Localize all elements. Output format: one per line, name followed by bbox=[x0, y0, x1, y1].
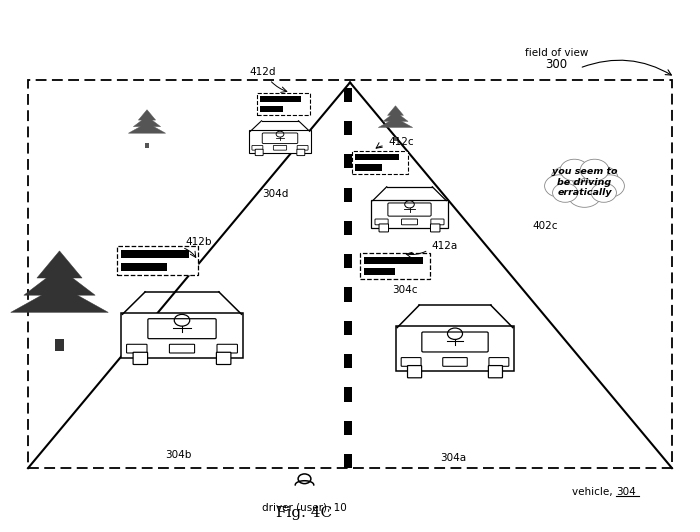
Bar bbox=[344, 88, 352, 102]
Circle shape bbox=[568, 182, 601, 207]
Polygon shape bbox=[388, 106, 403, 115]
Circle shape bbox=[580, 159, 609, 181]
Text: driver (user), 10: driver (user), 10 bbox=[262, 503, 347, 513]
Bar bbox=[355, 164, 382, 171]
Text: 412a: 412a bbox=[432, 242, 458, 251]
Bar bbox=[260, 96, 300, 102]
Polygon shape bbox=[10, 285, 109, 312]
FancyBboxPatch shape bbox=[127, 344, 147, 353]
FancyBboxPatch shape bbox=[256, 149, 263, 156]
Bar bbox=[344, 454, 352, 468]
Polygon shape bbox=[24, 268, 95, 295]
FancyBboxPatch shape bbox=[371, 200, 448, 228]
Bar bbox=[121, 263, 167, 271]
FancyBboxPatch shape bbox=[375, 219, 388, 225]
Bar bbox=[344, 421, 352, 435]
Circle shape bbox=[545, 175, 574, 197]
Text: 304c: 304c bbox=[392, 285, 417, 295]
Bar bbox=[344, 354, 352, 368]
Bar bbox=[260, 105, 283, 112]
Text: 402c: 402c bbox=[532, 221, 557, 231]
Bar bbox=[344, 154, 352, 169]
FancyBboxPatch shape bbox=[430, 219, 444, 225]
FancyBboxPatch shape bbox=[388, 203, 431, 216]
FancyBboxPatch shape bbox=[258, 93, 310, 115]
Bar bbox=[344, 387, 352, 402]
FancyBboxPatch shape bbox=[443, 358, 468, 367]
FancyBboxPatch shape bbox=[297, 149, 304, 156]
FancyBboxPatch shape bbox=[262, 133, 298, 144]
Text: 304b: 304b bbox=[165, 450, 192, 460]
Bar bbox=[344, 221, 352, 235]
FancyBboxPatch shape bbox=[489, 358, 509, 367]
Polygon shape bbox=[383, 112, 408, 121]
Circle shape bbox=[560, 159, 589, 181]
Circle shape bbox=[592, 183, 617, 202]
Polygon shape bbox=[139, 110, 155, 120]
FancyBboxPatch shape bbox=[133, 352, 148, 364]
FancyBboxPatch shape bbox=[396, 327, 514, 371]
FancyBboxPatch shape bbox=[121, 313, 243, 358]
Bar bbox=[355, 154, 399, 160]
Circle shape bbox=[562, 167, 607, 201]
Bar bbox=[394, 137, 397, 141]
Bar bbox=[344, 321, 352, 335]
Circle shape bbox=[595, 175, 624, 197]
Bar bbox=[344, 121, 352, 135]
Bar bbox=[146, 143, 148, 148]
FancyBboxPatch shape bbox=[148, 319, 216, 339]
FancyBboxPatch shape bbox=[216, 352, 231, 364]
FancyBboxPatch shape bbox=[118, 246, 198, 276]
Bar bbox=[344, 188, 352, 202]
FancyBboxPatch shape bbox=[28, 80, 672, 468]
Text: 412d: 412d bbox=[249, 67, 276, 77]
Circle shape bbox=[552, 183, 578, 202]
Text: Fig. 4C: Fig. 4C bbox=[276, 506, 332, 520]
FancyBboxPatch shape bbox=[249, 130, 312, 153]
Bar bbox=[344, 254, 352, 268]
Text: you seem to
be driving
erratically: you seem to be driving erratically bbox=[552, 168, 617, 197]
Bar bbox=[344, 287, 352, 302]
Polygon shape bbox=[37, 251, 82, 278]
Text: vehicle,: vehicle, bbox=[572, 487, 616, 497]
FancyBboxPatch shape bbox=[360, 253, 430, 279]
FancyBboxPatch shape bbox=[273, 145, 287, 150]
Polygon shape bbox=[133, 117, 160, 127]
Text: 304: 304 bbox=[616, 487, 636, 497]
Polygon shape bbox=[128, 123, 166, 133]
Text: 412b: 412b bbox=[186, 237, 212, 247]
Bar bbox=[121, 250, 188, 259]
Bar bbox=[364, 268, 395, 275]
Circle shape bbox=[584, 166, 618, 192]
Text: 412c: 412c bbox=[389, 137, 414, 147]
Polygon shape bbox=[378, 118, 413, 128]
FancyBboxPatch shape bbox=[422, 332, 488, 352]
FancyBboxPatch shape bbox=[169, 344, 195, 353]
FancyBboxPatch shape bbox=[489, 365, 503, 378]
Bar bbox=[55, 339, 64, 351]
Bar bbox=[364, 257, 423, 264]
FancyBboxPatch shape bbox=[407, 365, 421, 378]
Text: 304d: 304d bbox=[262, 189, 288, 199]
Circle shape bbox=[551, 166, 584, 192]
FancyBboxPatch shape bbox=[430, 224, 440, 232]
Text: 300: 300 bbox=[545, 59, 568, 71]
FancyBboxPatch shape bbox=[252, 145, 263, 150]
FancyBboxPatch shape bbox=[217, 344, 237, 353]
FancyBboxPatch shape bbox=[401, 358, 421, 367]
Text: 304a: 304a bbox=[440, 453, 466, 463]
FancyBboxPatch shape bbox=[379, 224, 389, 232]
FancyBboxPatch shape bbox=[297, 145, 308, 150]
FancyBboxPatch shape bbox=[402, 219, 417, 225]
FancyBboxPatch shape bbox=[352, 151, 408, 174]
Text: field of view: field of view bbox=[525, 48, 588, 58]
